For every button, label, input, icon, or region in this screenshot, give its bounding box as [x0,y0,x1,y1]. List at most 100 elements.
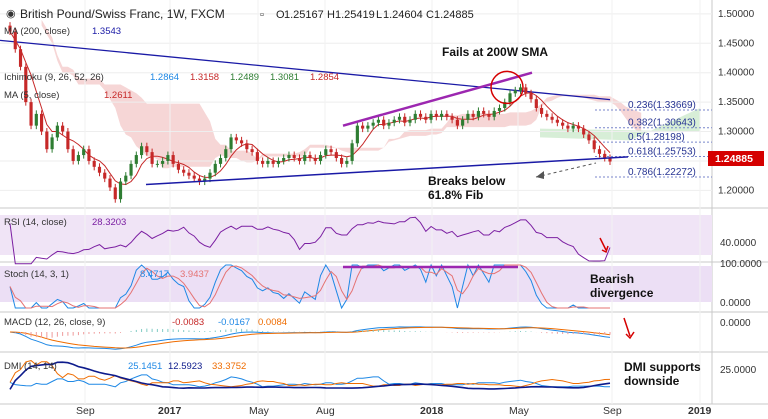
legend-stoch-d: 3.9437 [180,269,209,280]
candle-body [155,163,159,165]
candle-body [145,146,149,153]
candle-body [455,119,459,126]
time-axis-label: Aug [316,405,335,417]
candle-body [171,155,175,164]
candle-body [471,113,475,117]
legend-ma200-label[interactable]: MA (200, close) [4,26,70,37]
candle-body [97,166,102,173]
candle-body [524,87,528,94]
candle-body [487,113,491,117]
svg-text:1.25167: 1.25167 [284,9,324,21]
candle-body [124,175,128,182]
candle-body [292,155,296,158]
indicator-axis-label: 25.0000 [720,365,757,376]
candle-body [545,113,549,117]
candle-body [129,163,133,176]
candle-body [13,31,17,50]
candle-body [355,125,359,144]
candle-body [282,158,286,161]
sub-indicator-panes [9,216,635,390]
candle-body [529,93,533,100]
adx-line [9,361,611,390]
legend-ma5-label[interactable]: MA (5, close) [4,90,59,101]
price-axes[interactable]: 1.500001.450001.400001.350001.300001.250… [718,9,762,376]
candle-body [387,122,391,126]
annotation-61-8-fib: 61.8% Fib [428,188,483,202]
legend-ichimoku-v2: 1.3158 [190,72,219,83]
candle-body [329,149,333,153]
candle-body [250,149,254,153]
candle-body [213,163,217,173]
time-axis-label: Sep [76,405,95,417]
annotation-divergence: divergence [590,286,654,300]
legend-ichimoku-v4: 1.3081 [270,72,299,83]
candle-body [350,143,354,161]
candle-body [240,140,244,144]
macd-signal-line [9,326,611,349]
rsi-down-arrow [599,237,609,254]
candle-body [218,158,223,164]
price-axis-label: 1.30000 [718,127,755,138]
candle-body [92,160,96,167]
candle-body [118,181,123,200]
candle-body [103,172,107,179]
fibonacci-levels: 0.236(1.33669) 0.382(1.30643) 0.5(1.28198)… [595,100,712,178]
candle-body [571,125,575,129]
candle-body [518,87,523,91]
candle-body [166,155,170,161]
candle-body [340,158,344,164]
time-axis[interactable]: Sep 2017 May Aug 2018 May Sep 2019 [76,405,712,417]
candle-body [61,125,65,132]
time-axis-label: 2018 [420,405,444,417]
price-axis-label: 1.20000 [718,185,755,196]
svg-text:O: O [276,9,285,21]
candle-body [245,143,249,150]
dmi-minus-line [9,360,611,388]
rsi-band [0,215,712,255]
legend-rsi-label[interactable]: RSI (14, close) [4,217,67,228]
candle-body [55,125,59,138]
candle-body [434,113,438,117]
ohlc-readout: O 1.25167 H 1.25419 L 1.24604 C 1.24885 [276,9,474,21]
legend-macd-label[interactable]: MACD (12, 26, close, 9) [4,317,105,328]
candle-body [192,175,196,179]
svg-text:L: L [376,9,382,21]
stoch-band [0,266,712,302]
candle-body [108,178,112,188]
legend-ichimoku-label[interactable]: Ichimoku (9, 26, 52, 26) [4,72,104,83]
candle-body [287,155,291,158]
candle-body [134,155,138,164]
fib-level-label: 0.382(1.30643) [628,118,696,129]
svg-text:1.25419: 1.25419 [335,9,375,21]
resistance-trendline [342,71,533,127]
candle-body [276,160,280,164]
candle-body [45,131,49,150]
candle-body [403,116,407,123]
candle-body [261,160,265,164]
annotation-bearish: Bearish [590,272,634,286]
time-axis-label: May [509,405,530,417]
candle-body [508,93,512,103]
candle-body [440,113,444,117]
legend-ma200-value: 1.3543 [92,26,121,37]
chart-settings-icon[interactable]: ▫ [260,9,264,21]
legend-ichimoku-v5: 1.2854 [310,72,339,83]
legend-stoch-label[interactable]: Stoch (14, 3, 1) [4,269,69,280]
candle-body [345,160,349,164]
candle-body [224,149,228,158]
candle-body [82,149,86,156]
legend-rsi-value: 28.3203 [92,217,126,228]
annotation-fails-200w-sma: Fails at 200W SMA [442,45,548,59]
candlestick-series[interactable] [8,22,612,203]
trend-drawings[interactable] [145,70,629,186]
legend-macd-signal: 0.0084 [258,317,287,328]
legend-macd-line: -0.0167 [218,317,250,328]
candle-body [87,149,91,161]
candle-body [297,158,302,161]
legend-dmi-minus: 12.5923 [168,361,202,372]
legend-dmi-label[interactable]: DMI (14, 14) [4,361,57,372]
stoch-d-line [9,264,610,309]
candle-body [8,25,12,32]
svg-text:H: H [327,9,335,21]
